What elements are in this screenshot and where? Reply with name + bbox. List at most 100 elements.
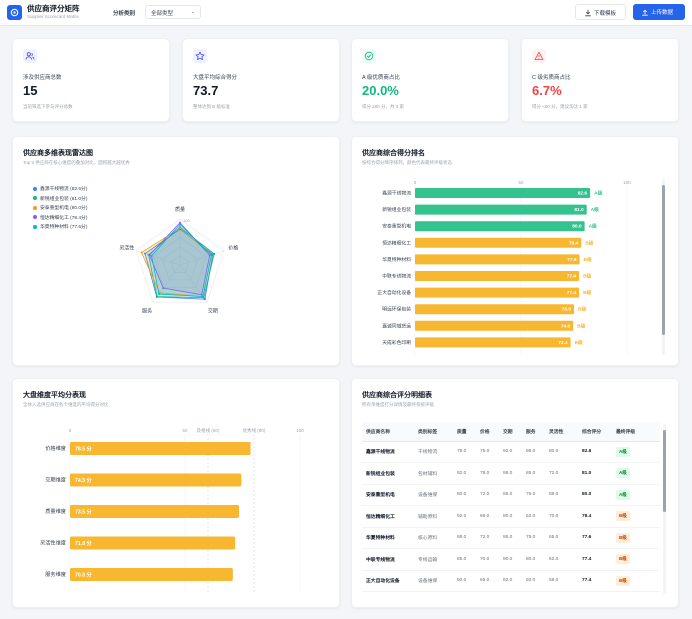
grade-badge: B级 [616, 554, 630, 565]
radar-point[interactable] [157, 293, 160, 296]
column-header[interactable]: 最终评级 [612, 422, 660, 442]
column-header[interactable]: 供应商名称 [362, 422, 414, 442]
score-bar[interactable] [415, 271, 580, 281]
column-header[interactable]: 服务 [522, 422, 545, 442]
dimension-bar[interactable] [70, 568, 233, 581]
score-bar[interactable] [415, 188, 591, 198]
total-score-cell: 77.4 [578, 548, 612, 571]
table-row[interactable]: 华夏特种材料 核心原料 88.0 72.0 85.0 78.0 65.0 77.6 B级 [362, 527, 660, 549]
legend-label: 安泰重型机电 (80.0分) [40, 206, 88, 212]
radar-point[interactable] [210, 253, 213, 256]
score-bar[interactable] [415, 304, 574, 315]
radar-point[interactable] [203, 298, 206, 301]
table-scrollbar[interactable] [663, 424, 666, 594]
upload-label: 上传数据 [651, 10, 674, 16]
bar-category-label: 质量维度 [45, 507, 66, 515]
score-bar[interactable] [415, 320, 574, 331]
radar-point[interactable] [179, 221, 181, 224]
table-row[interactable]: 鑫源干线物流 干线物流 78.0 75.0 92.0 86.0 80.0 82.6 A级 [362, 441, 660, 463]
ranking-scrollbar[interactable] [662, 179, 665, 355]
column-header[interactable]: 类别标签 [414, 422, 453, 442]
dimension-bar[interactable] [70, 536, 236, 550]
upload-data-button[interactable]: 上传数据 [633, 4, 685, 20]
legend-item[interactable]: 新锐组业包装 (81.0分) [33, 194, 87, 204]
score-cell: 65.0 [476, 570, 499, 592]
radar-series-area[interactable] [151, 223, 212, 298]
bar-category-label: 中联专线物流 [382, 273, 411, 280]
scroll-thumb[interactable] [662, 185, 665, 335]
radar-point[interactable] [148, 254, 151, 257]
bar-category-label: 华夏特种材料 [382, 256, 411, 263]
radar-point[interactable] [201, 295, 204, 298]
legend-swatch [33, 186, 37, 191]
radar-point[interactable] [200, 293, 203, 296]
score-cell: 88.0 [545, 484, 578, 506]
legend-swatch [33, 224, 37, 229]
supplier-name-cell: 新锐组业包装 [362, 462, 414, 485]
kpi-card-average-score: 大盘平均综合得分 73.7 整体达到 B 级标准 [182, 38, 340, 122]
radar-point[interactable] [208, 254, 211, 257]
score-bar[interactable] [415, 221, 585, 232]
detail-table: 供应商名称 类别标签 质量 价格 交期 服务 灵活性 综合评分 最终评级 鑫源干… [362, 422, 660, 592]
bar-category-label: 鑫源干线物流 [382, 190, 411, 197]
dimension-bar[interactable] [70, 442, 251, 455]
score-bar[interactable] [415, 254, 580, 265]
score-cell: 75.0 [522, 484, 545, 506]
radar-point[interactable] [150, 254, 153, 257]
category-select-value: 全部类型 [151, 11, 174, 17]
bar-category-label: 交期维度 [45, 476, 66, 484]
radar-point[interactable] [156, 295, 159, 298]
kpi-label: C 级劣质商占比 [532, 75, 571, 81]
column-header[interactable]: 质量 [453, 422, 476, 442]
kpi-label: 大盘平均综合得分 [193, 75, 238, 81]
score-bar[interactable] [415, 287, 580, 298]
dimension-bar[interactable] [70, 473, 242, 487]
score-cell: 88.0 [453, 527, 476, 549]
radar-point[interactable] [144, 252, 147, 255]
legend-item[interactable]: 安泰重型机电 (80.0分) [33, 203, 87, 213]
panel-title: 供应商多维表现雷达图 [23, 150, 93, 157]
score-cell: 88.0 [499, 462, 522, 485]
radar-axis-label: 服务 [142, 307, 152, 314]
kpi-card-suppliers: 涉及供应商总数 15 当前筛选下参与评分总数 [12, 38, 170, 122]
radar-series-area[interactable] [144, 228, 214, 300]
table-row[interactable]: 新锐组业包装 包材辅料 82.0 78.0 88.0 85.0 72.0 81.0 A级 [362, 462, 660, 485]
column-header[interactable]: 综合评分 [578, 422, 612, 442]
scroll-thumb[interactable] [663, 430, 666, 512]
download-template-button[interactable]: 下载模板 [575, 4, 626, 20]
score-cell: 78.0 [476, 462, 499, 485]
radar-point[interactable] [179, 227, 181, 230]
total-score-cell: 82.6 [578, 441, 612, 463]
grade-badge: B级 [616, 575, 630, 586]
bar-category-label: 服务维度 [45, 570, 66, 578]
kpi-subtext: 得分 <60 分，建议淘汰 1 家 [532, 104, 588, 109]
category-select[interactable]: 全部类型 ⌄ [145, 5, 201, 19]
total-score-cell: 77.4 [578, 570, 612, 592]
table-row[interactable]: 恒达精细化工 辅助原料 92.0 68.0 80.0 62.0 70.0 78.4 B级 [362, 505, 660, 528]
column-header[interactable]: 灵活性 [545, 422, 578, 442]
bar-grade-label: B级 [577, 322, 585, 329]
legend-swatch [33, 205, 37, 210]
radar-spoke [179, 250, 224, 266]
column-header[interactable]: 价格 [476, 422, 499, 442]
score-bar[interactable] [415, 237, 582, 248]
radar-point[interactable] [162, 287, 165, 290]
dimension-bar[interactable] [70, 505, 240, 518]
table-row[interactable]: 正大自动化设备 设备维保 90.0 65.0 82.0 92.0 58.0 77.4 B级 [362, 570, 660, 592]
table-row[interactable]: 安泰重型机电 设备维保 80.0 72.0 85.0 75.0 88.0 80.0 A级 [362, 484, 660, 506]
column-header[interactable]: 交期 [499, 422, 522, 442]
legend-item[interactable]: 恒达精细化工 (78.4分) [33, 213, 87, 223]
score-bar[interactable] [415, 337, 571, 348]
radar-point[interactable] [140, 251, 143, 254]
legend-item[interactable]: 华夏特种材料 (77.6分) [33, 222, 87, 232]
grade-cell: B级 [612, 527, 660, 549]
radar-point[interactable] [179, 223, 181, 226]
score-bar[interactable] [415, 204, 587, 215]
radar-series-area[interactable] [148, 222, 211, 296]
table-header-row: 供应商名称 类别标签 质量 价格 交期 服务 灵活性 综合评分 最终评级 [362, 422, 660, 442]
score-cell: 92.0 [499, 441, 522, 463]
radar-point[interactable] [213, 252, 216, 255]
legend-item[interactable]: 鑫源干线物流 (82.6分) [33, 184, 87, 194]
table-row[interactable]: 中联专线物流 专线运输 85.0 70.0 90.0 80.0 62.0 77.4 B级 [362, 548, 660, 571]
grade-cell: B级 [612, 548, 660, 571]
